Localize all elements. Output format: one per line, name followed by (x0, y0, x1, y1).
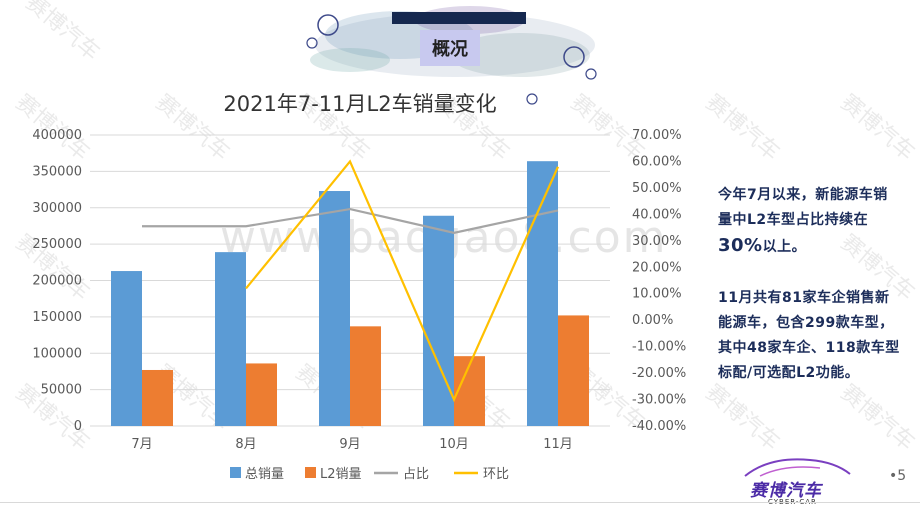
line-mom (245, 159, 560, 403)
line-share (142, 207, 559, 235)
footer-divider (0, 502, 920, 503)
y-right-tick-label: 30.00% (632, 234, 682, 249)
y-left-tick-label: 300000 (32, 201, 82, 216)
side-paragraph-1-end: 以上。 (762, 239, 807, 255)
chart-title: 2021年7-11月L2车销量变化 (223, 92, 497, 116)
car-logo-icon (744, 458, 851, 477)
y-right-tick-label: -40.00% (632, 419, 686, 434)
bar-l2-sales (558, 315, 589, 426)
y-right-tick-label: 10.00% (632, 287, 682, 302)
y-right-tick-label: 70.00% (632, 128, 682, 143)
side-highlight: 30% (718, 235, 763, 256)
x-tick-label: 10月 (439, 437, 469, 452)
y-right-tick-label: 50.00% (632, 181, 682, 196)
title-bar (392, 12, 526, 24)
bar-total-sales (215, 252, 246, 426)
bar-l2-sales (142, 369, 173, 426)
side-paragraph-2: 11月共有81家车企销售新能源车，包含299款车型，其中48家车企、118款车型… (718, 290, 900, 381)
bar-l2-sales (454, 356, 485, 426)
bar-total-sales (423, 215, 454, 426)
legend-label: L2销量 (320, 467, 362, 482)
y-left-tick-label: 350000 (32, 164, 82, 179)
page-number: •5 (889, 468, 907, 484)
y-right-tick-label: 40.00% (632, 207, 682, 222)
y-right-tick-label: 0.00% (632, 313, 673, 328)
bar-l2-sales (350, 326, 381, 426)
legend-label: 占比 (403, 467, 429, 482)
y-right-tick-label: 60.00% (632, 154, 682, 169)
side-paragraph-1-text: 今年7月以来，新能源车销量中L2车型占比持续在 (718, 187, 888, 228)
y-left-tick-label: 0 (74, 419, 82, 434)
bar-total-sales (319, 191, 350, 426)
legend-label: 总销量 (245, 467, 284, 482)
legend-label: 环比 (483, 467, 509, 482)
y-left-tick-label: 250000 (32, 237, 82, 252)
x-tick-label: 8月 (235, 437, 256, 452)
x-tick-label: 9月 (339, 437, 360, 452)
side-paragraph-1: 今年7月以来，新能源车销量中L2车型占比持续在 30%以上。 (718, 183, 900, 260)
y-right-tick-label: 20.00% (632, 260, 682, 275)
x-tick-label: 11月 (543, 437, 573, 452)
y-left-tick-label: 200000 (32, 274, 82, 289)
y-right-tick-label: -30.00% (632, 393, 686, 408)
legend-swatch (230, 467, 241, 478)
bar-l2-sales (246, 363, 277, 426)
x-tick-label: 7月 (131, 437, 152, 452)
logo-text: 赛博汽车 (750, 481, 822, 501)
bar-total-sales (111, 271, 142, 426)
section-title: 概况 (420, 30, 480, 66)
legend-swatch (305, 467, 316, 478)
y-left-tick-label: 50000 (41, 383, 82, 398)
y-left-tick-label: 100000 (32, 346, 82, 361)
bar-total-sales (527, 161, 558, 426)
y-right-tick-label: -20.00% (632, 366, 686, 381)
y-left-tick-label: 150000 (32, 310, 82, 325)
y-left-tick-label: 400000 (32, 128, 82, 143)
y-right-tick-label: -10.00% (632, 340, 686, 355)
